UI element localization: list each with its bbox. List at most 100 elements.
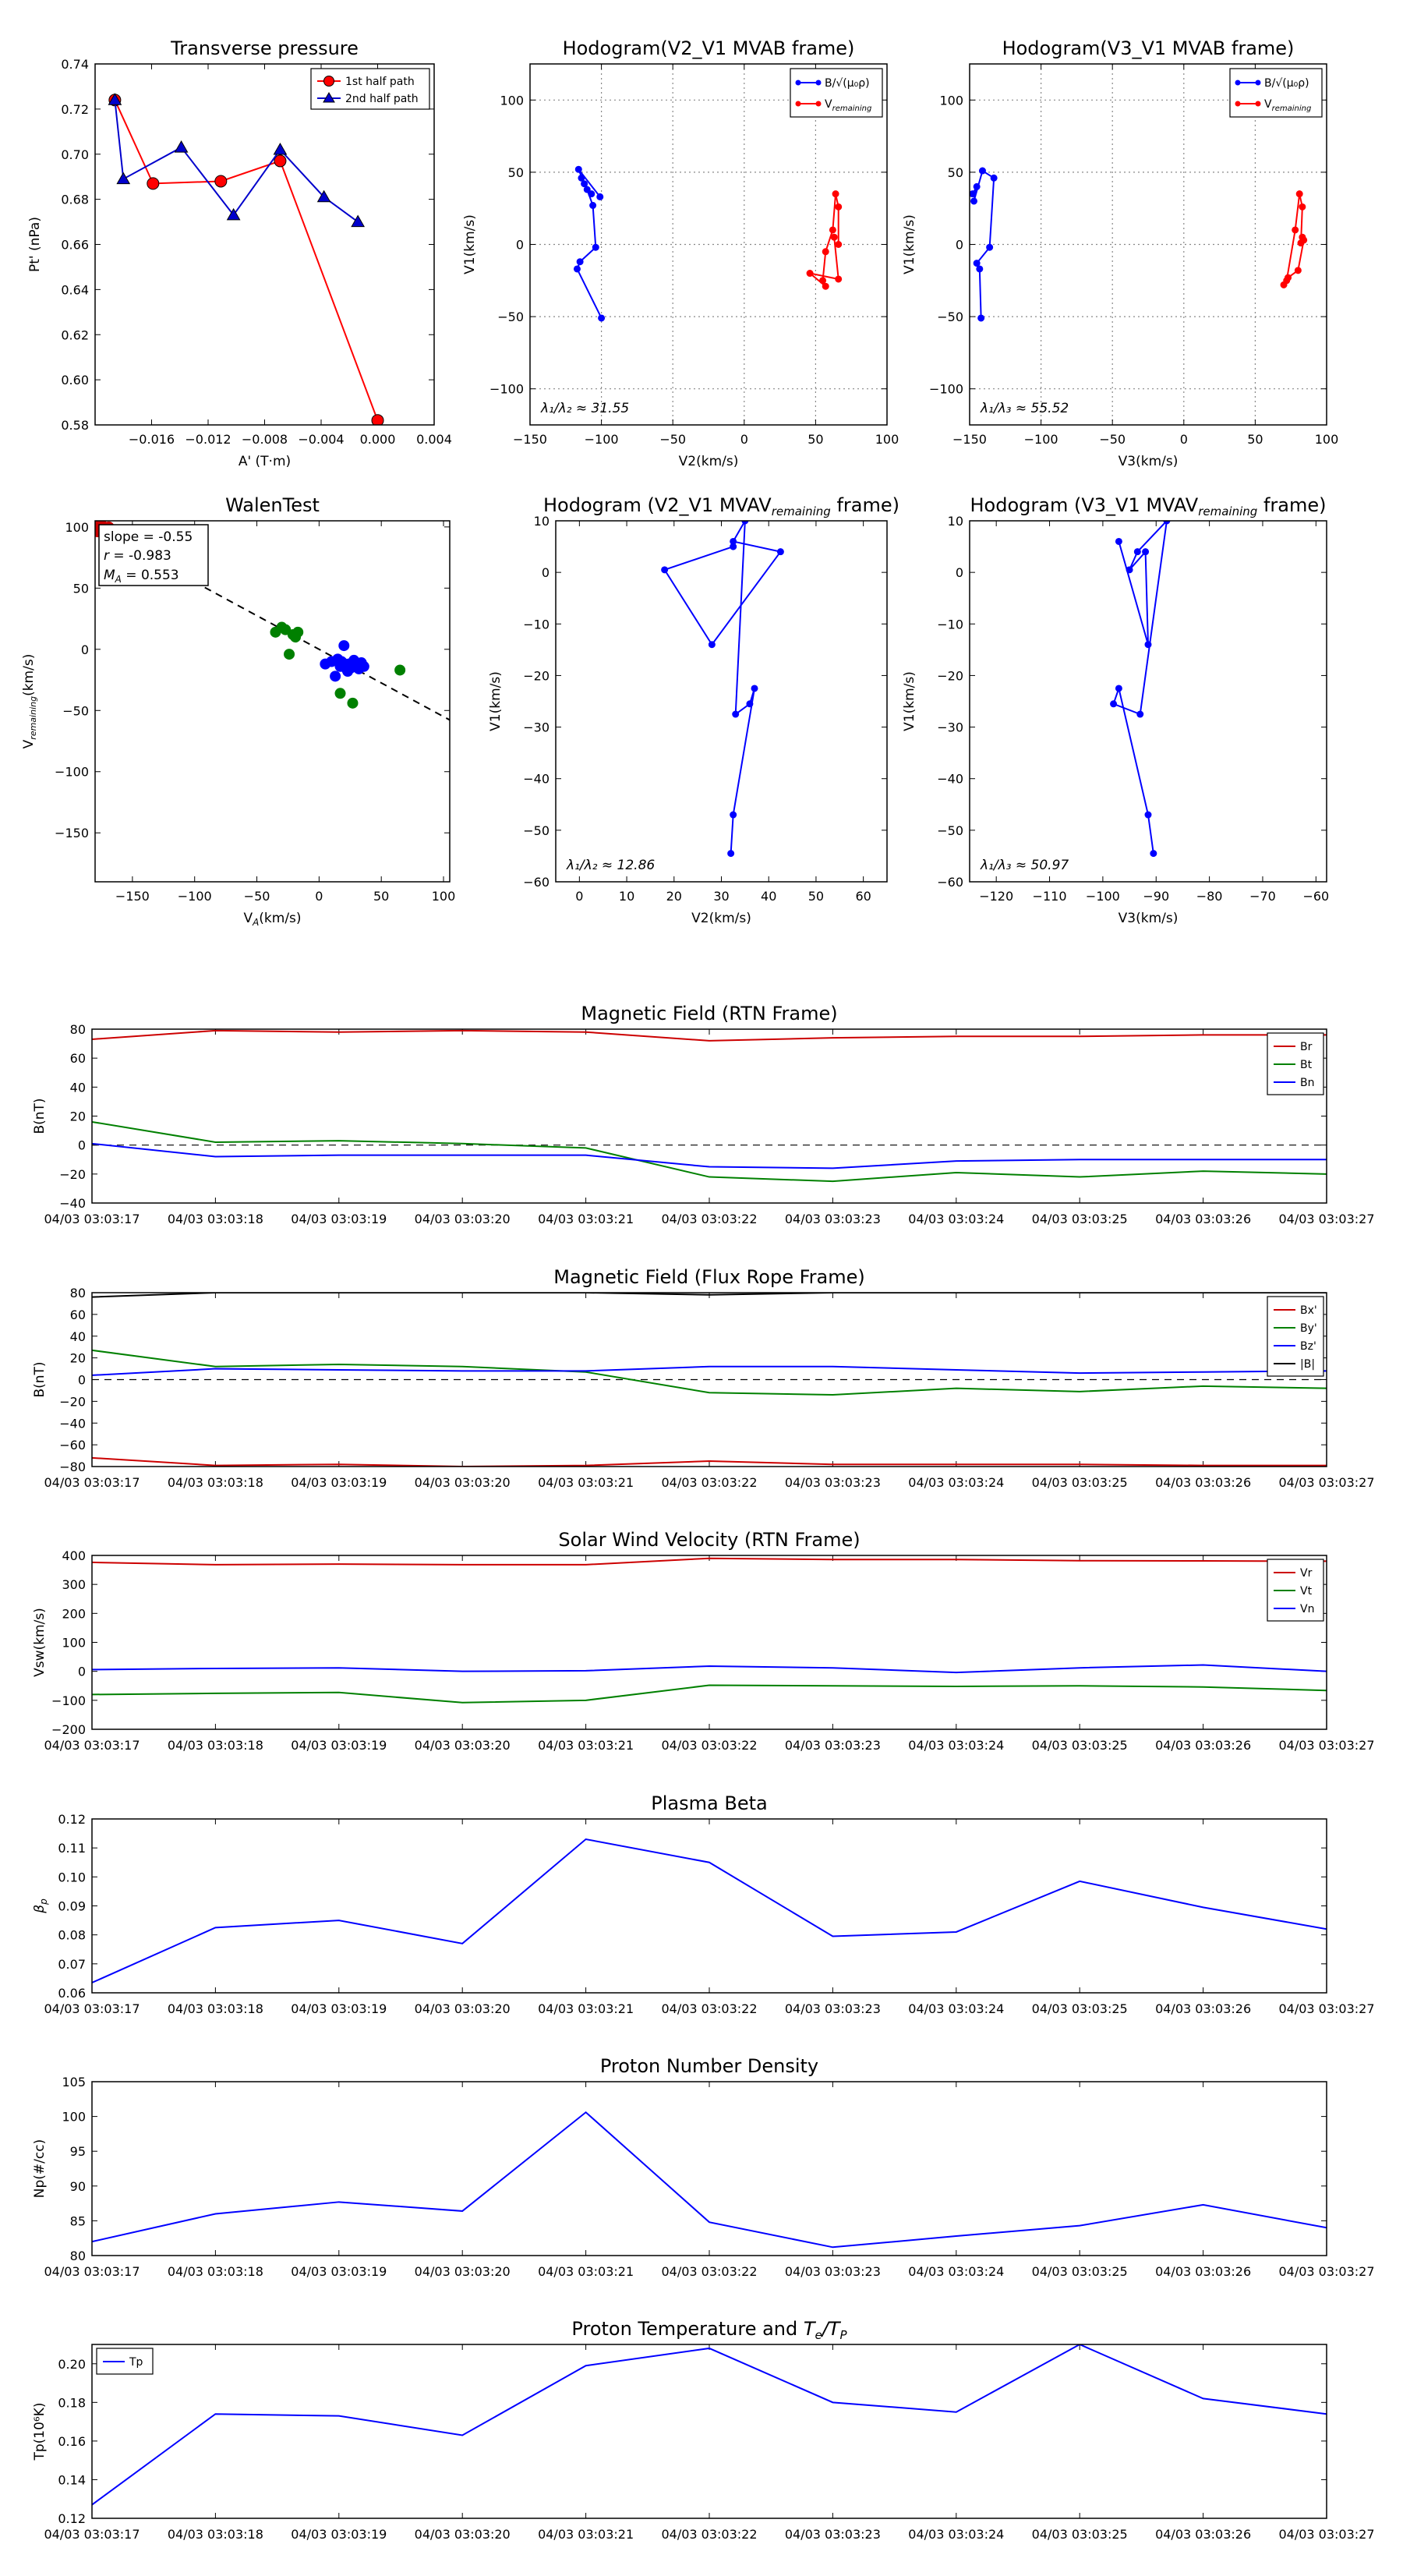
legend-label: Tp [129, 2356, 143, 2369]
y-axis-label: B(nT) [32, 1361, 48, 1397]
x-tick-label: 04/03 03:03:22 [661, 1212, 757, 1226]
plot-area [92, 2111, 1327, 2249]
x-tick-label: 04/03 03:03:19 [291, 1738, 387, 1753]
data-point [174, 140, 189, 153]
series-line-Bz' [92, 1365, 1327, 1376]
data-point [835, 241, 843, 248]
x-tick-label: 04/03 03:03:23 [785, 1738, 881, 1753]
x-tick-label: −70 [1249, 889, 1276, 904]
data-point [1133, 548, 1141, 556]
y-tick-label: 0 [78, 1665, 86, 1679]
x-axis-label: V2(km/s) [679, 454, 739, 469]
y-tick-label: −100 [55, 765, 89, 780]
plot-area [92, 1293, 1327, 1467]
x-tick-label: 04/03 03:03:25 [1032, 2001, 1128, 2016]
x-tick-label: 04/03 03:03:27 [1278, 2527, 1374, 2542]
data-point [730, 811, 737, 819]
x-tick-label: 04/03 03:03:26 [1155, 1212, 1251, 1226]
x-tick-label: 04/03 03:03:20 [415, 1212, 511, 1226]
y-tick-label: 40 [70, 1080, 86, 1095]
scatter-point-blue [336, 656, 348, 667]
y-tick-label: 95 [70, 2144, 86, 2159]
x-tick-label: −60 [1302, 889, 1329, 904]
data-point [986, 243, 994, 251]
y-tick-label: 0.74 [61, 57, 89, 72]
x-tick-label: 04/03 03:03:25 [1032, 2527, 1128, 2542]
x-tick-label: 04/03 03:03:20 [415, 1738, 511, 1753]
x-axis-label: A' (T·m) [239, 454, 291, 469]
y-axis-label: Np(#/cc) [32, 2139, 48, 2198]
x-tick-label: 04/03 03:03:18 [168, 1475, 263, 1490]
y-tick-label: 0.20 [58, 2357, 86, 2372]
data-point [1142, 548, 1150, 556]
y-tick-label: 0.14 [58, 2472, 86, 2487]
lambda-ratio-annotation: λ₁/λ₂ ≈ 12.86 [566, 858, 655, 873]
data-point [214, 175, 228, 188]
x-tick-label: −150 [952, 432, 987, 447]
chart-title: Hodogram(V2_V1 MVAB frame) [563, 37, 855, 59]
series-line-Vr [92, 1557, 1327, 1566]
lambda-ratio-annotation: λ₁/λ₃ ≈ 50.97 [980, 858, 1069, 873]
y-tick-label: −100 [51, 1693, 86, 1708]
x-tick-label: 04/03 03:03:17 [44, 1212, 140, 1226]
data-point [727, 850, 735, 858]
x-tick-label: 04/03 03:03:19 [291, 1475, 387, 1490]
x-tick-label: −50 [659, 432, 686, 447]
x-tick-label: 04/03 03:03:19 [291, 1212, 387, 1226]
chart-title: Transverse pressure [170, 37, 359, 59]
x-tick-label: 04/03 03:03:26 [1155, 2001, 1251, 2016]
x-tick-label: 04/03 03:03:24 [908, 2527, 1004, 2542]
y-axis-label: Vremaining(km/s) [21, 654, 38, 749]
y-tick-label: 0.68 [61, 193, 89, 207]
y-axis-label: V1(km/s) [902, 671, 917, 731]
data-point [1292, 226, 1299, 234]
x-tick-label: 04/03 03:03:17 [44, 2264, 140, 2279]
y-tick-label: −200 [51, 1722, 86, 1737]
chart-h3: 0 10 20 30 40 50 60 −60 −50 −40 −30 −20 −10 0 10 V2(km/… [488, 494, 899, 926]
y-tick-label: 0.66 [61, 238, 89, 253]
x-tick-label: 04/03 03:03:18 [168, 1738, 263, 1753]
x-tick-label: 04/03 03:03:22 [661, 1475, 757, 1490]
series-line-Bx' [92, 1456, 1327, 1467]
data-point [806, 270, 814, 278]
y-tick-label: −100 [929, 382, 963, 397]
scatter-point-green [284, 649, 295, 660]
plot-frame [91, 2344, 1327, 2519]
data-point [581, 180, 588, 188]
chart-np: 04/03 03:03:17 04/03 03:03:18 04/03 03:03:… [32, 2055, 1375, 2279]
legend-label: B/√(μ₀ρ) [825, 77, 870, 90]
x-tick-label: 04/03 03:03:20 [415, 2001, 511, 2016]
y-tick-label: 0.18 [58, 2395, 86, 2410]
series-line-2nd half path [114, 100, 359, 223]
series-line-1st half path [114, 99, 379, 421]
legend-marker [795, 101, 801, 107]
x-tick-label: 04/03 03:03:24 [908, 2001, 1004, 2016]
chart-title: Hodogram(V3_V1 MVAB frame) [1002, 37, 1295, 59]
data-point [730, 543, 737, 550]
series-line-beta [92, 1838, 1327, 1983]
y-tick-label: 0.58 [61, 418, 89, 433]
x-tick-label: 04/03 03:03:22 [661, 2527, 757, 2542]
plot-frame [94, 520, 451, 883]
y-axis-label: B(nT) [32, 1098, 48, 1134]
chart-tpp: 04/03 03:03:17 04/03 03:03:18 04/03 03:03:… [32, 2318, 1375, 2542]
x-tick-label: 04/03 03:03:17 [44, 1738, 140, 1753]
data-point [588, 190, 595, 198]
x-tick-label: 04/03 03:03:27 [1278, 1212, 1374, 1226]
legend-label: B/√(μ₀ρ) [1264, 77, 1309, 90]
y-axis-label: Tp(10⁶K) [32, 2402, 48, 2461]
legend-marker [1255, 80, 1261, 86]
x-tick-label: −0.016 [129, 432, 175, 447]
chart-title: Hodogram (V2_V1 MVAVremaining frame) [543, 494, 899, 518]
series-line-Br [92, 1029, 1327, 1042]
data-point [1150, 850, 1157, 858]
x-tick-label: −100 [1024, 432, 1058, 447]
data-point [1299, 203, 1306, 211]
legend-marker [1255, 101, 1261, 107]
series-line-Vt [92, 1684, 1327, 1704]
scatter-point-blue [330, 671, 341, 682]
series-line-Vn [92, 1664, 1327, 1674]
x-tick-label: −0.012 [185, 432, 231, 447]
data-point [822, 282, 829, 290]
